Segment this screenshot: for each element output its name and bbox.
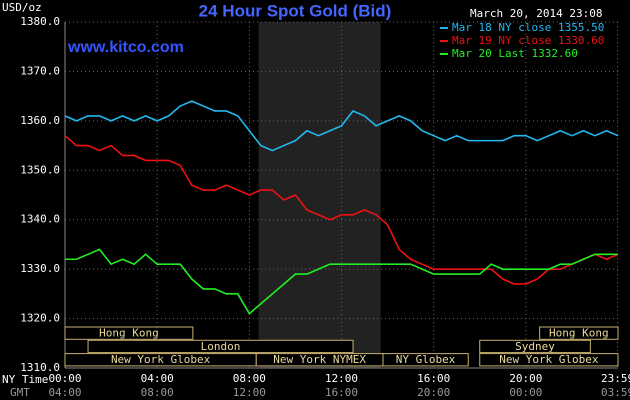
session-label: New York Globex [499, 353, 599, 366]
session-box [64, 326, 194, 340]
x-tick-label: 00:00 [48, 372, 81, 385]
session-label: New York Globex [111, 353, 211, 366]
x-tick-label: 23:59 [601, 372, 630, 385]
y-tick-label: 1370.0 [20, 64, 60, 77]
x2-tick-label: 16:00 [325, 386, 358, 399]
session-box [479, 339, 591, 354]
y-tick-label: 1350.0 [20, 163, 60, 176]
session-label: New York NYMEX [273, 353, 366, 366]
session-label: Hong Kong [99, 327, 159, 340]
y-tick-label: 1320.0 [20, 312, 60, 325]
x-tick-label: 08:00 [233, 372, 266, 385]
y-tick-label: 1340.0 [20, 213, 60, 226]
x2-label: GMT [10, 386, 30, 399]
y-tick-label: 1380.0 [20, 15, 60, 28]
session-label: Sydney [515, 340, 555, 353]
x-label: NY Time [2, 373, 48, 386]
y-tick-label: 1330.0 [20, 262, 60, 275]
x2-tick-label: 20:00 [417, 386, 450, 399]
highlight-band [258, 22, 381, 368]
x2-tick-label: 08:00 [141, 386, 174, 399]
session-box [479, 353, 619, 367]
session-box [539, 326, 619, 340]
x-tick-label: 20:00 [509, 372, 542, 385]
price-line [64, 135, 619, 285]
price-line [65, 248, 618, 315]
session-label: London [201, 340, 241, 353]
x2-tick-label: 12:00 [233, 386, 266, 399]
y-tick-label: 1310.0 [20, 361, 60, 374]
x-tick-label: 04:00 [141, 372, 174, 385]
legend-label: Mar 20 Last 1332.60 [452, 47, 578, 60]
x-tick-label: 16:00 [417, 372, 450, 385]
session-box [382, 353, 469, 367]
legend-label: Mar 19 NY close 1330.60 [452, 34, 604, 47]
watermark: www.kitco.com [67, 39, 184, 56]
x-tick-label: 12:00 [325, 372, 358, 385]
price-line [64, 100, 619, 152]
timestamp: March 20, 2014 23:08 [470, 7, 602, 20]
session-label: NY Globex [396, 353, 456, 366]
y-unit-label: USD/oz [2, 1, 42, 14]
y-tick-label: 1360.0 [20, 114, 60, 127]
x2-tick-label: 04:00 [48, 386, 81, 399]
chart-title: 24 Hour Spot Gold (Bid) [199, 1, 392, 20]
session-label: Hong Kong [549, 327, 609, 340]
session-box [87, 339, 354, 354]
legend-label: Mar 18 NY close 1355.50 [452, 21, 604, 34]
x2-tick-label: 00:00 [509, 386, 542, 399]
x2-tick-label: 03:59 [601, 386, 630, 399]
